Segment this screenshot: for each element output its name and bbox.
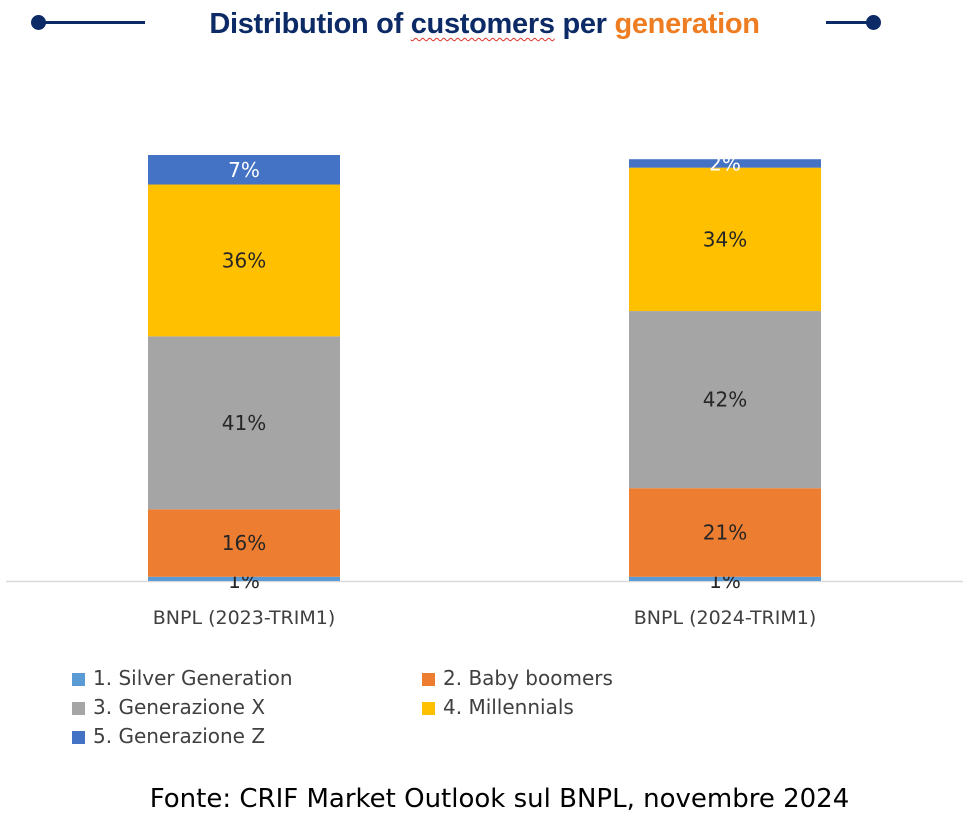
legend-item-3: 3. Generazione X	[72, 693, 265, 721]
legend-item-1: 1. Silver Generation	[72, 664, 293, 692]
bar-segment-2-1	[629, 576, 821, 581]
legend-item-5: 5. Generazione Z	[72, 722, 265, 750]
header-left-dot	[31, 15, 46, 30]
header-right-dot	[866, 15, 881, 30]
legend-label-1: 1. Silver Generation	[93, 666, 293, 690]
bar-segment-1-3	[148, 336, 340, 510]
header-right-line	[826, 21, 876, 24]
data-label-2-5: 2%	[709, 151, 741, 175]
data-label-2-3: 42%	[703, 388, 747, 412]
legend-swatch-1	[72, 673, 85, 686]
bar-segment-1-5	[148, 155, 340, 185]
data-label-2-2: 21%	[703, 520, 747, 544]
legend-label-5: 5. Generazione Z	[93, 724, 266, 748]
legend-label-4: 4. Millennials	[443, 695, 574, 719]
bar-segment-2-4	[629, 167, 821, 312]
chart-title: Distribution of customers per generation	[0, 8, 969, 41]
title-part-3: per	[554, 8, 615, 40]
stacked-bar-chart: 1%16%41%36%7%BNPL (2023-TRIM1)1%21%42%34…	[6, 151, 963, 629]
data-label-1-2: 16%	[222, 531, 266, 555]
legend-swatch-5	[72, 731, 85, 744]
bar-segment-1-1	[148, 576, 340, 581]
legend-swatch-4	[422, 702, 435, 715]
legend-label-2: 2. Baby boomers	[443, 666, 613, 690]
title-part-1: Distribution of	[209, 8, 411, 40]
bar-segment-2-3	[629, 311, 821, 489]
chart-header: Distribution of customers per generation	[0, 0, 969, 60]
bar-segment-2-2	[629, 488, 821, 577]
source-note: Fonte: CRIF Market Outlook sul BNPL, nov…	[149, 784, 850, 814]
bar-segment-1-4	[148, 184, 340, 337]
legend-swatch-2	[422, 673, 435, 686]
bar-segment-2-5	[629, 159, 821, 168]
data-label-1-4: 36%	[222, 248, 266, 272]
data-label-2-4: 34%	[703, 227, 747, 251]
header-left-line	[38, 21, 145, 24]
legend-item-4: 4. Millennials	[422, 693, 574, 721]
x-tick-label-2: BNPL (2024-TRIM1)	[634, 607, 817, 629]
legend-item-2: 2. Baby boomers	[422, 664, 613, 692]
bar-segment-1-2	[148, 509, 340, 577]
legend-swatch-3	[72, 702, 85, 715]
title-part-4: generation	[614, 8, 760, 40]
title-part-2: customers	[410, 8, 555, 40]
data-label-1-3: 41%	[222, 411, 266, 435]
x-tick-label-1: BNPL (2023-TRIM1)	[153, 607, 336, 629]
legend-label-3: 3. Generazione X	[93, 695, 266, 719]
data-label-1-5: 7%	[228, 158, 260, 182]
